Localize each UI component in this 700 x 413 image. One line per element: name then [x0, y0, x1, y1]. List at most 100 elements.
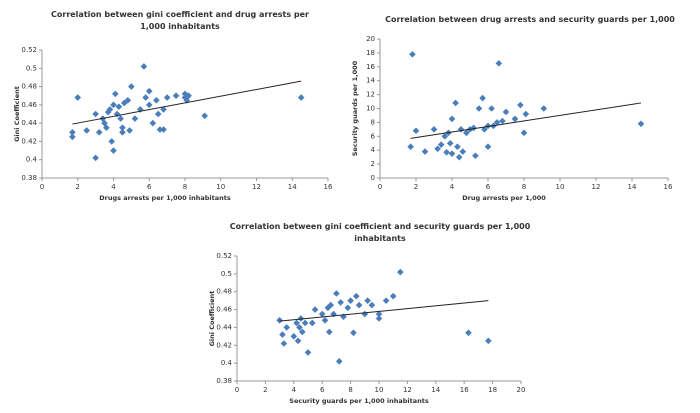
point: [335, 358, 343, 365]
point: [124, 96, 132, 104]
point: [327, 301, 335, 309]
point: [333, 290, 340, 297]
point: [280, 340, 288, 347]
x-tick-label: 2: [76, 183, 80, 191]
point: [434, 145, 441, 153]
point: [95, 128, 103, 136]
point: [337, 299, 344, 306]
point: [352, 292, 360, 300]
point: [382, 297, 390, 304]
point: [340, 313, 347, 321]
point: [452, 99, 459, 107]
x-tick-label: 2: [263, 386, 267, 394]
point: [117, 115, 124, 122]
point: [160, 126, 167, 133]
point: [145, 87, 153, 95]
point: [463, 129, 470, 137]
point: [321, 316, 329, 324]
x-tick-label: 10: [556, 183, 565, 191]
point: [160, 106, 167, 113]
point: [350, 329, 357, 337]
point: [115, 103, 123, 110]
point: [446, 139, 454, 147]
y-tick-label: 0.48: [216, 288, 232, 296]
y-tick-label: 6: [371, 132, 376, 140]
x-axis-label: Drugs arrests per 1,000 inhabitants: [99, 194, 231, 202]
point: [344, 304, 352, 312]
y-tick-label: 0.44: [21, 119, 37, 127]
y-tick-label: 4: [371, 146, 376, 154]
point: [74, 94, 82, 101]
point: [201, 112, 208, 120]
point: [142, 94, 149, 101]
point: [364, 297, 371, 304]
point: [540, 105, 548, 112]
x-tick-label: 4: [111, 183, 116, 191]
point: [111, 90, 119, 98]
y-tick-label: 0.42: [21, 137, 37, 145]
point: [481, 126, 488, 133]
chart-title: Correlation between gini coefficient and…: [229, 222, 531, 243]
y-axis-label: Security guards per 1,000: [351, 60, 359, 156]
point: [407, 143, 414, 151]
x-tick-label: 8: [522, 183, 526, 191]
point: [308, 319, 316, 327]
x-tick-label: 12: [403, 386, 412, 394]
x-tick-label: 20: [517, 386, 526, 394]
point: [455, 153, 463, 161]
x-axis-label: Drug arrests per 1,000: [462, 194, 546, 202]
point: [457, 126, 465, 133]
point: [69, 128, 76, 136]
point: [485, 337, 492, 345]
point: [488, 105, 495, 112]
y-tick-label: 0.42: [216, 341, 232, 349]
x-tick-label: 16: [460, 386, 469, 394]
x-tick-label: 10: [216, 183, 225, 191]
point: [409, 50, 416, 58]
y-axis-label: Gini Coefficient: [208, 291, 216, 347]
y-tick-label: 0.5: [26, 64, 37, 72]
point: [156, 126, 164, 133]
x-tick-label: 4: [450, 183, 455, 191]
point: [131, 115, 139, 122]
y-tick-label: 14: [366, 77, 375, 85]
y-tick-label: 0.38: [21, 174, 37, 182]
y-tick-label: 20: [366, 35, 375, 43]
point: [185, 92, 192, 100]
point: [454, 143, 461, 151]
point: [296, 324, 303, 331]
x-tick-label: 16: [324, 183, 333, 191]
point: [472, 152, 479, 160]
x-tick-label: 6: [486, 183, 491, 191]
point: [437, 141, 445, 148]
point: [375, 310, 383, 318]
y-tick-label: 0.4: [221, 359, 233, 367]
y-axis-label: Gini Coefficient: [13, 86, 21, 142]
point: [145, 101, 153, 109]
x-tick-label: 14: [628, 183, 637, 191]
point: [304, 349, 312, 356]
point: [502, 108, 510, 116]
point: [126, 127, 133, 134]
point: [163, 94, 171, 101]
point: [299, 328, 306, 336]
point: [103, 124, 110, 132]
point: [110, 147, 117, 154]
chart-title: Correlation between drug arrests and sec…: [385, 15, 675, 24]
point: [511, 115, 519, 123]
x-tick-label: 8: [183, 183, 187, 191]
point: [368, 301, 376, 309]
point: [522, 110, 530, 118]
point: [330, 310, 337, 318]
x-tick-label: 14: [288, 183, 297, 191]
point: [448, 150, 456, 157]
y-tick-label: 18: [366, 49, 375, 57]
point: [279, 331, 286, 338]
point: [294, 337, 302, 345]
point: [172, 92, 180, 100]
point: [128, 83, 135, 90]
y-tick-label: 0.48: [21, 83, 37, 91]
point: [92, 154, 99, 162]
point: [106, 106, 114, 113]
point: [69, 133, 76, 141]
